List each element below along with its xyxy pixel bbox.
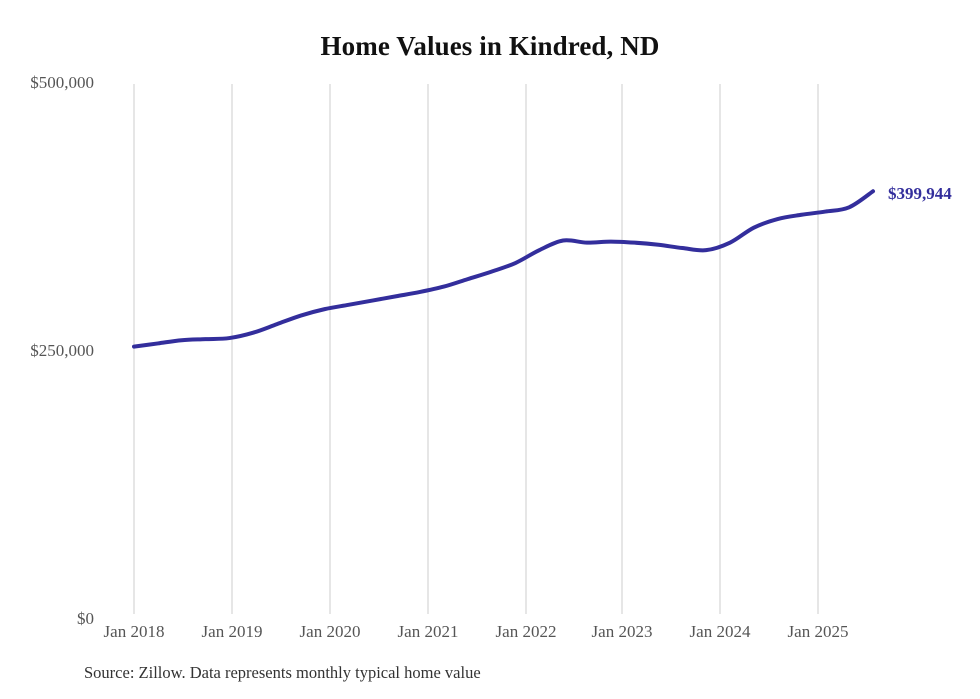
end-value-annotation: $399,944: [888, 184, 952, 203]
series-line-0: [132, 189, 875, 349]
y-axis-tick-label: $500,000: [30, 73, 94, 92]
x-axis-tick-label: Jan 2022: [495, 622, 557, 641]
gridlines-group: [133, 84, 819, 614]
x-axis-tick-label: Jan 2019: [201, 622, 263, 641]
chart-title: Home Values in Kindred, ND: [320, 31, 660, 61]
x-axis-tick-label: Jan 2018: [103, 622, 165, 641]
x-axis-tick-label: Jan 2021: [397, 622, 459, 641]
y-axis-tick-label: $250,000: [30, 341, 94, 360]
data-series-group: [132, 189, 875, 349]
x-axis-tick-label: Jan 2020: [299, 622, 361, 641]
x-axis-tick-label: Jan 2023: [591, 622, 653, 641]
source-note: Source: Zillow. Data represents monthly …: [84, 663, 481, 682]
x-axis-tick-label: Jan 2025: [787, 622, 849, 641]
x-axis-tick-label: Jan 2024: [689, 622, 751, 641]
y-axis-tick-label: $0: [77, 609, 94, 628]
